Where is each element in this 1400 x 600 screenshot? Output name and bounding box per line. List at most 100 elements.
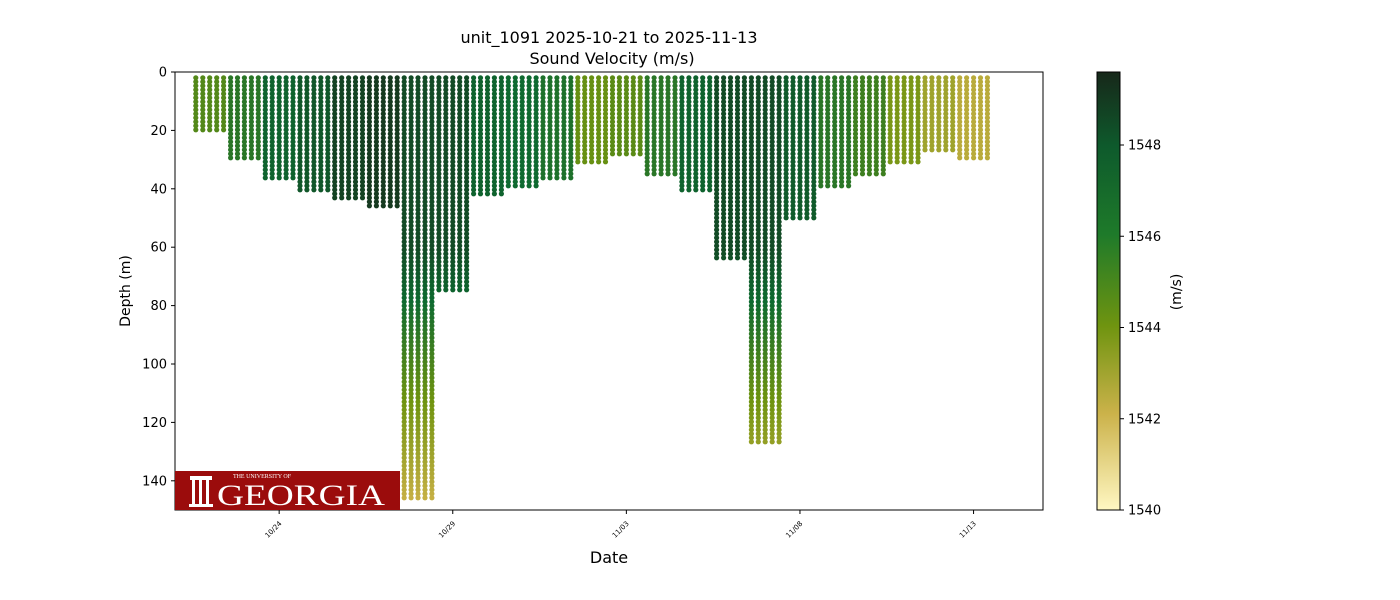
data-point [915, 107, 921, 113]
data-point [311, 107, 317, 113]
data-point [366, 147, 372, 153]
data-point [561, 167, 567, 173]
data-point [561, 83, 567, 89]
data-point [193, 95, 199, 101]
data-point [214, 115, 220, 121]
data-point [887, 103, 893, 109]
data-point [609, 123, 616, 129]
data-point [547, 127, 553, 133]
data-point [450, 279, 456, 285]
data-point [950, 103, 956, 109]
data-point [526, 131, 532, 137]
data-point [616, 143, 623, 149]
data-point [721, 151, 727, 157]
data-point [429, 283, 435, 289]
data-point [207, 127, 213, 133]
data-point [297, 151, 303, 157]
logo-large-text: GEORGIA [217, 479, 385, 512]
data-point [714, 243, 720, 249]
data-point [234, 135, 241, 141]
data-point [450, 259, 456, 265]
data-point [505, 91, 511, 97]
data-point [755, 159, 761, 165]
data-point [311, 115, 317, 121]
data-point [533, 131, 539, 137]
data-point [832, 107, 838, 113]
data-point [443, 87, 449, 93]
data-point [422, 195, 428, 201]
data-point [727, 215, 734, 221]
data-point [637, 123, 643, 129]
data-point [332, 179, 338, 185]
data-point [436, 211, 442, 217]
data-point [352, 143, 359, 149]
data-point [672, 155, 678, 161]
data-point [776, 195, 782, 201]
data-point [762, 383, 768, 389]
data-point [248, 99, 254, 105]
data-point [547, 171, 553, 177]
data-point [484, 187, 491, 193]
data-point [672, 103, 678, 109]
data-point [748, 87, 755, 93]
data-point [568, 87, 574, 93]
data-point [832, 91, 838, 97]
data-point [408, 135, 414, 141]
data-point [408, 439, 414, 445]
data-point [352, 119, 359, 125]
data-point [519, 107, 525, 113]
data-point [727, 111, 734, 117]
data-point [554, 151, 560, 157]
data-point [762, 419, 768, 425]
data-point [658, 111, 664, 117]
data-point [721, 143, 727, 149]
data-point [526, 119, 532, 125]
data-point [415, 383, 421, 389]
data-point [818, 123, 824, 129]
data-point [394, 199, 400, 205]
data-point [269, 87, 275, 93]
data-point [269, 115, 275, 121]
data-point [714, 103, 720, 109]
data-point [873, 95, 879, 101]
data-point [769, 131, 775, 137]
data-point [873, 111, 879, 117]
data-point [193, 75, 199, 81]
colorbar-tick-label: 1548 [1128, 139, 1161, 154]
data-point [429, 463, 435, 469]
data-point [429, 123, 435, 129]
data-point [401, 87, 407, 93]
data-point [797, 191, 803, 197]
data-point [672, 79, 678, 85]
data-point [804, 95, 810, 101]
data-point [589, 159, 595, 165]
data-point [811, 143, 817, 149]
data-point [401, 351, 407, 357]
data-point [471, 111, 477, 117]
data-point [748, 203, 755, 209]
data-point [915, 91, 921, 97]
data-point [436, 203, 442, 209]
data-point [748, 303, 755, 309]
profile-column [679, 75, 713, 193]
data-point [748, 135, 755, 141]
data-point [776, 295, 782, 301]
data-point [505, 83, 511, 89]
data-point [693, 171, 699, 177]
data-point [415, 487, 421, 493]
data-point [207, 91, 213, 97]
data-point [908, 147, 914, 153]
data-point [734, 115, 741, 121]
data-point [526, 163, 532, 169]
data-point [526, 115, 532, 121]
data-point [804, 203, 810, 209]
data-point [380, 91, 386, 97]
data-point [387, 187, 393, 193]
data-point [207, 99, 213, 105]
data-point [415, 355, 421, 361]
data-point [401, 371, 407, 377]
data-point [873, 167, 879, 173]
data-point [505, 103, 511, 109]
data-point [429, 311, 435, 317]
data-point [984, 83, 991, 89]
